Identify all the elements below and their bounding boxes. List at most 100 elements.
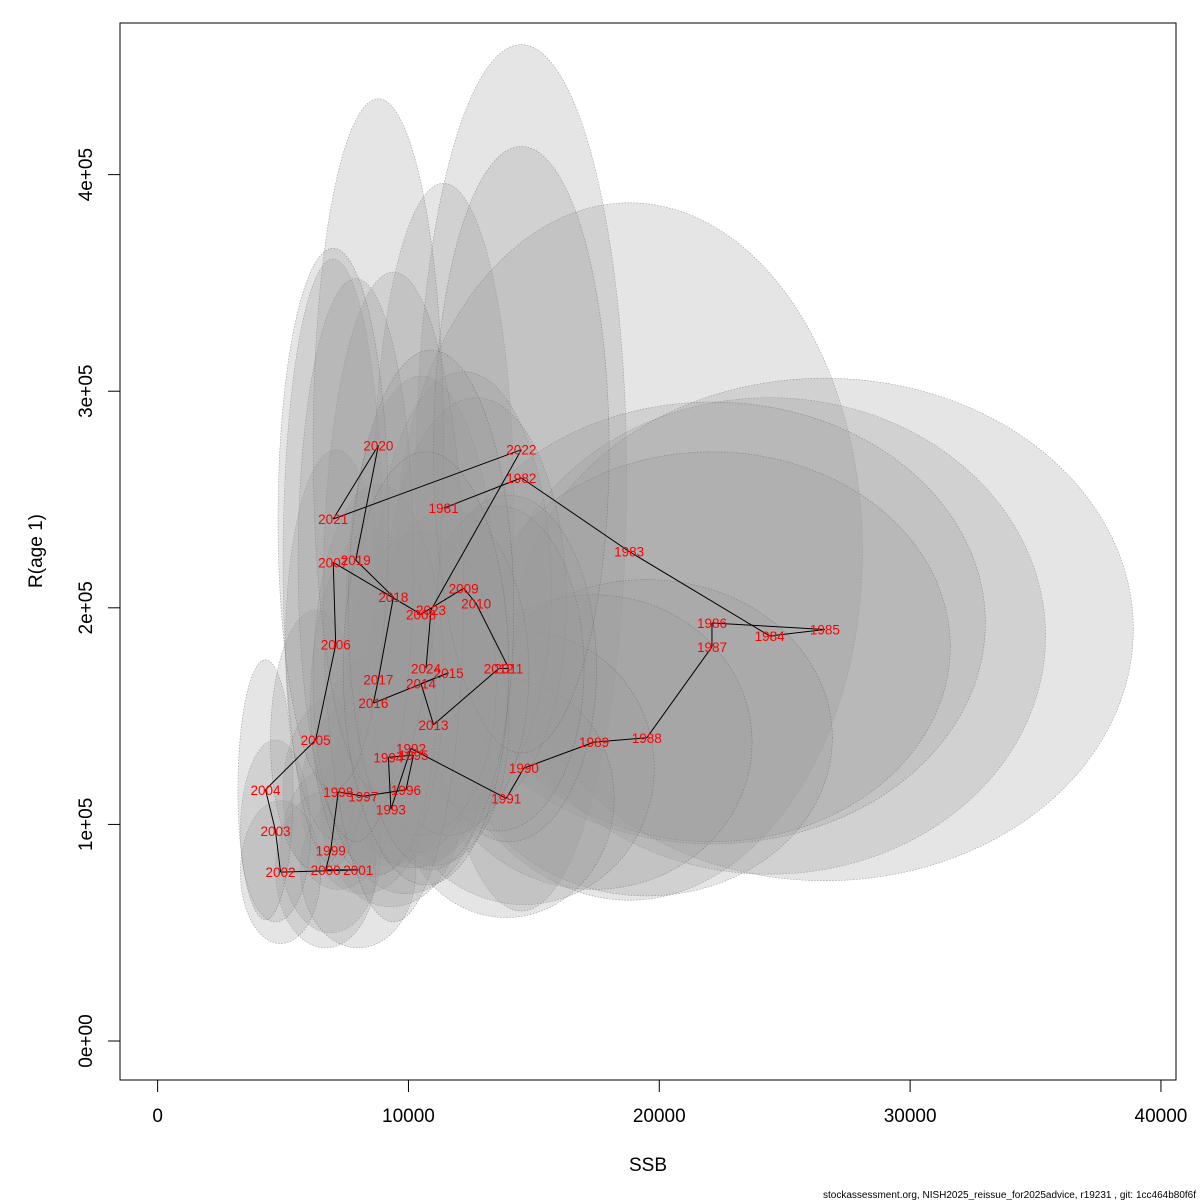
year-label-2014: 2014 (406, 677, 437, 692)
trajectory-segment-2003-2004 (264, 789, 277, 832)
trajectory-segment-1992-1993 (390, 748, 412, 810)
year-label-1994: 1994 (373, 750, 404, 765)
trajectory-segment-1981-1982 (443, 477, 522, 509)
year-label-1986: 1986 (697, 616, 727, 631)
trajectory-segment-2021-2022 (333, 449, 522, 520)
y-tick-label-0: 0e+00 (76, 1014, 97, 1067)
trajectory-segment-2019-2020 (355, 445, 379, 561)
year-label-1998: 1998 (323, 785, 353, 800)
trajectory-segment-2002-2003 (275, 830, 282, 873)
trajectory-segment-1984-1985 (769, 628, 825, 637)
year-label-2022: 2022 (506, 443, 536, 458)
trajectory-lines (264, 445, 825, 873)
trajectory-segment-1995-1996 (405, 754, 414, 790)
trajectory-segment-2015-2016 (373, 672, 449, 704)
year-label-1981: 1981 (429, 501, 459, 516)
y-tick-label-4: 4e+05 (76, 148, 97, 201)
trajectory-segment-1999-2000 (325, 850, 332, 871)
year-label-2004: 2004 (250, 783, 281, 798)
y-axis-title: R(age 1) (26, 514, 47, 588)
year-label-1987: 1987 (697, 640, 727, 655)
trajectory-segment-2020-2021 (332, 445, 379, 520)
year-label-2001: 2001 (343, 863, 373, 878)
trajectory-segment-2022-2023 (430, 449, 522, 611)
trajectory-segment-2013-2014 (420, 683, 435, 725)
trajectory-segment-1990-1991 (505, 767, 525, 799)
trajectory-segment-1994-1995 (388, 754, 414, 758)
year-label-1996: 1996 (391, 783, 421, 798)
year-label-2003: 2003 (260, 824, 290, 839)
year-label-1991: 1991 (491, 791, 521, 806)
trajectory-segment-2001-2002 (280, 869, 359, 873)
trajectory-segment-2009-2010 (463, 588, 477, 604)
year-label-1995: 1995 (398, 748, 428, 763)
year-label-2018: 2018 (378, 590, 408, 605)
year-label-1997: 1997 (348, 789, 378, 804)
year-label-1984: 1984 (755, 629, 786, 644)
trajectory-segment-2006-2007 (332, 562, 337, 645)
year-label-2005: 2005 (301, 733, 331, 748)
year-label-2011: 2011 (494, 661, 523, 676)
x-axis-title: SSB (629, 1155, 667, 1176)
year-label-2024: 2024 (411, 661, 442, 676)
trajectory-segment-1985-1986 (711, 622, 825, 630)
trajectory-segment-2008-2009 (420, 587, 464, 615)
year-label-2016: 2016 (358, 696, 388, 711)
x-tick-label-1: 10000 (382, 1106, 435, 1127)
year-label-2000: 2000 (311, 863, 341, 878)
year-label-2015: 2015 (434, 666, 464, 681)
trajectory-segment-1989-1990 (523, 741, 595, 769)
year-label-2023: 2023 (416, 603, 446, 618)
trajectory-segment-1993-1994 (387, 757, 392, 810)
year-label-1990: 1990 (509, 761, 539, 776)
trajectory-segment-2010-2011 (475, 603, 510, 669)
trajectory-segment-2004-2005 (265, 739, 317, 791)
confidence-ellipse-1985 (516, 377, 1134, 882)
x-tick-label-2: 20000 (633, 1106, 686, 1127)
confidence-ellipse-2015 (368, 510, 530, 836)
year-labels: 1981 1982 1983 1984 1985 1986 1987 1988 1989 1990… (250, 438, 839, 880)
x-axis: 0 10000 20000 30000 40000 (152, 1079, 1188, 1127)
trajectory-segment-1998-1999 (330, 791, 339, 851)
x-tick-label-3: 30000 (884, 1106, 937, 1127)
trajectory-segment-1987-1988 (646, 646, 713, 739)
y-tick-label-1: 1e+05 (76, 798, 97, 851)
trajectory-segment-2023-2024 (425, 609, 432, 669)
trajectory-segment-2005-2006 (315, 644, 337, 741)
trajectory-segment-1983-1984 (628, 551, 770, 637)
y-axis: 0e+00 1e+05 2e+05 3e+05 4e+05 (76, 148, 121, 1068)
year-label-2002: 2002 (266, 865, 296, 880)
year-label-2020: 2020 (363, 438, 393, 453)
year-label-2017: 2017 (363, 672, 393, 687)
year-label-1988: 1988 (632, 731, 662, 746)
trajectory-segment-2017-2018 (377, 596, 394, 680)
year-label-2008: 2008 (406, 607, 436, 622)
year-label-1985: 1985 (810, 622, 840, 637)
trajectory-segment-1982-1983 (521, 477, 630, 552)
y-tick-label-2: 2e+05 (76, 581, 97, 634)
year-label-2006: 2006 (321, 638, 351, 653)
year-label-2019: 2019 (341, 553, 371, 568)
footer-note: stockassessment.org, NISH2025_reissue_fo… (823, 1190, 1196, 1200)
x-tick-label-4: 40000 (1135, 1106, 1188, 1127)
trajectory-segment-1988-1989 (594, 737, 647, 743)
trajectory-segment-2012-2013 (433, 668, 500, 726)
year-label-2010: 2010 (461, 596, 491, 611)
year-label-1983: 1983 (614, 545, 644, 560)
year-label-2013: 2013 (419, 718, 449, 733)
year-label-1992: 1992 (396, 742, 426, 757)
year-label-2009: 2009 (449, 581, 479, 596)
year-label-2007: 2007 (318, 555, 348, 570)
x-tick-label-0: 0 (152, 1106, 163, 1127)
trajectory-segment-1996-1997 (363, 789, 407, 797)
year-label-2012: 2012 (484, 661, 514, 676)
year-label-2021: 2021 (318, 512, 348, 527)
trajectory-segment-1991-1992 (410, 748, 507, 799)
year-label-1999: 1999 (316, 843, 346, 858)
trajectory-segment-2018-2019 (355, 559, 394, 598)
year-label-1993: 1993 (376, 802, 406, 817)
year-label-1989: 1989 (579, 735, 609, 750)
trajectory-segment-2016-2017 (372, 679, 379, 704)
